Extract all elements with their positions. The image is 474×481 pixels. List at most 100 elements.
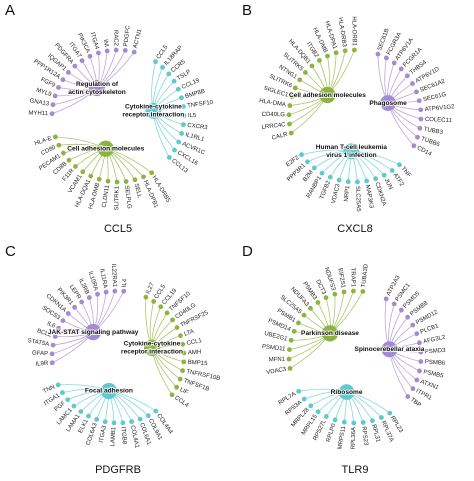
- gene-node: [96, 176, 102, 182]
- gene-node: [102, 419, 108, 425]
- gene-node: [50, 342, 56, 348]
- gene-label: TNN: [42, 384, 56, 395]
- gene-node: [286, 112, 292, 118]
- gene-node: [166, 71, 172, 77]
- gene-node: [378, 415, 384, 420]
- gene-node: [416, 98, 422, 104]
- pathway-hub: [100, 382, 117, 400]
- gene-node: [60, 318, 66, 324]
- gene-node: [417, 340, 422, 346]
- gene-node: [178, 333, 183, 339]
- gene-node: [65, 397, 71, 403]
- pathway-label: Cell adhesion molecules: [289, 92, 366, 99]
- pathway-hub: [88, 79, 106, 97]
- gene-node: [418, 359, 424, 364]
- gene-nodes: VDAC3MFN1PSMD11UBE2G1PSMD14PSMB1SLC25A5N…: [262, 263, 447, 450]
- gene-node: [166, 155, 172, 160]
- gene-node: [391, 301, 397, 307]
- gene-node: [389, 168, 395, 173]
- gene-node: [180, 368, 185, 374]
- gene-label: RPL36A: [351, 427, 357, 449]
- gene-label: GFAP: [32, 351, 48, 358]
- gene-node: [104, 48, 110, 54]
- gene-node: [181, 359, 187, 365]
- gene-node: [86, 295, 92, 300]
- gene-node: [333, 50, 339, 56]
- pathway-hub: [321, 325, 339, 342]
- pathway-hub: [380, 95, 397, 111]
- gene-node: [398, 66, 404, 72]
- pathway-label: virus 1 infection: [326, 152, 377, 159]
- gene-label: CD14: [416, 145, 433, 158]
- gene-node: [164, 310, 170, 316]
- pathway-hub: [97, 140, 114, 157]
- gene-label: HLA-E: [34, 136, 53, 147]
- gene-node: [410, 322, 416, 328]
- gene-node: [52, 93, 58, 99]
- gene-node: [286, 356, 292, 362]
- pathway-label: Cell adhesion molecules: [67, 145, 144, 152]
- gene-label: CDKN2A: [373, 182, 386, 207]
- gene-node: [132, 177, 138, 183]
- gene-node: [50, 102, 56, 108]
- gene-label: UBE2G1: [263, 331, 288, 343]
- gene-label: SIGLEC1: [263, 86, 290, 99]
- gene-node: [287, 121, 292, 127]
- gene-node: [351, 420, 357, 426]
- gene-label: MFN1: [269, 357, 286, 364]
- gene-label: ATXN1: [419, 379, 439, 391]
- gene-node: [299, 152, 304, 158]
- panel: CPDGFRBIL9RGFAPSTAT5ABCL2IL6SOCS3CDKN1AP…: [5, 243, 221, 476]
- gene-node: [94, 417, 100, 422]
- gene-node: [79, 299, 85, 305]
- gene-label: RPLP0: [326, 422, 338, 443]
- gene-node: [113, 47, 119, 53]
- gene-label: TBP: [409, 397, 422, 409]
- gene-node: [288, 337, 294, 343]
- gene-node: [364, 178, 370, 184]
- gene-label: IL10RA: [87, 271, 99, 292]
- gene-label: ATF2: [391, 172, 404, 188]
- gene-label: EIF2S1: [336, 268, 345, 289]
- gene-label: GNA13: [29, 98, 50, 107]
- gene-label: TUBB6: [420, 136, 441, 148]
- gene-node: [143, 294, 149, 300]
- gene-nodes: MYH11GNA13MYL9FGF9PPP1R12AIQGAP1PDGFRAIT…: [28, 25, 214, 211]
- pathway-label: Cytokine-cytokine: [124, 341, 181, 348]
- gene-node: [410, 386, 416, 392]
- gene-node: [336, 177, 342, 183]
- gene-label: BMP8B: [185, 89, 206, 100]
- gene-label: RPS23: [360, 426, 368, 446]
- gene-label: HLA-DRB1: [350, 16, 356, 46]
- gene-node: [383, 55, 389, 61]
- pathway-label: Human T-cell leukemia: [316, 144, 387, 151]
- gene-label: IL5: [188, 113, 197, 119]
- gene-node: [180, 341, 186, 347]
- gene-label: HLA-DRB3: [337, 17, 347, 48]
- gene-node: [177, 376, 183, 382]
- gene-label: TRAP1: [349, 268, 355, 288]
- gene-node: [381, 172, 387, 178]
- gene-node: [66, 70, 71, 75]
- gene-nodes: IL9RGFAPSTAT5ABCL2IL6SOCS3CDKN1APIK3R1LE…: [27, 264, 221, 450]
- gene-label: ITGA3: [99, 425, 108, 444]
- gene-node: [323, 414, 329, 419]
- gene-node: [52, 134, 58, 140]
- gene-label: STAT5A: [27, 338, 50, 348]
- gene-label: DCT3: [314, 279, 327, 296]
- gene-node: [418, 349, 424, 355]
- gene-node: [122, 48, 128, 53]
- gene-node: [296, 388, 302, 394]
- gene-label: HLA-DMB: [88, 182, 101, 210]
- panel-letter: D: [242, 243, 253, 260]
- gene-label: HLA-DMA: [259, 98, 287, 108]
- gene-node: [414, 377, 420, 383]
- gene-node: [87, 53, 93, 59]
- gene-node: [345, 179, 351, 185]
- pathway-hub: [143, 339, 161, 356]
- gene-node: [55, 382, 61, 388]
- gene-node: [86, 413, 91, 419]
- gene-node: [383, 296, 389, 302]
- gene-node: [49, 351, 55, 357]
